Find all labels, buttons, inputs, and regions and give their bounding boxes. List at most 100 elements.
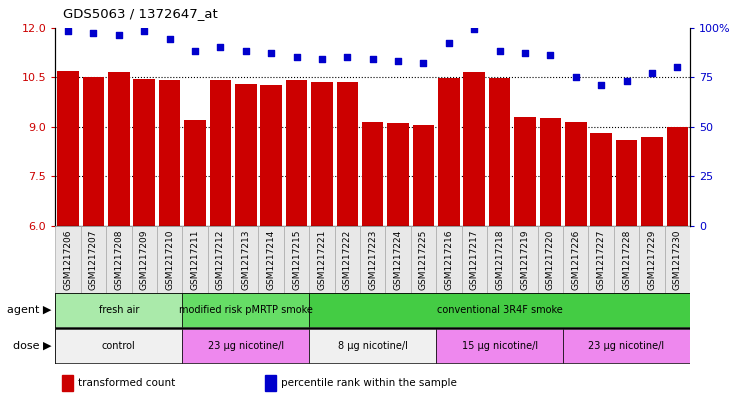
Bar (108, 72, 130, 226)
Text: modified risk pMRTP smoke: modified risk pMRTP smoke (179, 305, 313, 316)
Bar (489, 78, 511, 226)
Bar (261, 85, 282, 226)
Text: GSM1217214: GSM1217214 (266, 229, 275, 290)
Point (545, 52, 556, 59)
Bar (334, 226, 360, 293)
Text: GSM1217209: GSM1217209 (139, 229, 148, 290)
Bar (614, 226, 639, 293)
Text: 23 μg nicotine/l: 23 μg nicotine/l (207, 341, 284, 351)
Text: GSM1217213: GSM1217213 (241, 229, 250, 290)
Bar (588, 226, 614, 293)
Point (342, 54, 354, 61)
Bar (265, 375, 276, 391)
Point (316, 56, 328, 62)
Text: percentile rank within the sample: percentile rank within the sample (280, 378, 457, 388)
Bar (207, 226, 233, 293)
Point (367, 56, 379, 62)
Bar (563, 226, 588, 293)
Bar (565, 122, 587, 226)
Bar (55, 329, 182, 363)
Text: GSM1217226: GSM1217226 (571, 229, 580, 290)
Text: GSM1217224: GSM1217224 (393, 229, 402, 290)
Point (88, 30, 100, 37)
Text: GSM1217211: GSM1217211 (190, 229, 199, 290)
Bar (563, 329, 690, 363)
Point (215, 44, 227, 50)
Point (494, 48, 506, 55)
Bar (182, 226, 207, 293)
Text: agent ▶: agent ▶ (7, 305, 52, 316)
Bar (55, 226, 80, 293)
Bar (487, 226, 512, 293)
Text: transformed count: transformed count (77, 378, 175, 388)
Bar (131, 226, 157, 293)
Point (646, 70, 658, 76)
Bar (210, 81, 231, 226)
Bar (512, 226, 538, 293)
Bar (665, 226, 690, 293)
Text: GSM1217227: GSM1217227 (597, 229, 606, 290)
Point (443, 40, 455, 46)
Bar (387, 123, 409, 226)
Bar (182, 329, 309, 363)
Text: GSM1217217: GSM1217217 (470, 229, 479, 290)
Point (596, 82, 607, 88)
Point (519, 50, 531, 57)
Bar (182, 294, 309, 327)
Bar (360, 226, 385, 293)
Text: 23 μg nicotine/l: 23 μg nicotine/l (588, 341, 665, 351)
Bar (58, 70, 79, 226)
Point (291, 54, 303, 61)
Bar (311, 82, 333, 226)
Bar (461, 226, 487, 293)
Text: 15 μg nicotine/l: 15 μg nicotine/l (461, 341, 538, 351)
Bar (157, 226, 182, 293)
Text: GSM1217228: GSM1217228 (622, 229, 631, 290)
Point (469, 26, 480, 33)
Bar (538, 226, 563, 293)
Text: GSM1217218: GSM1217218 (495, 229, 504, 290)
Bar (309, 294, 690, 327)
Text: GSM1217206: GSM1217206 (63, 229, 72, 290)
Text: GSM1217221: GSM1217221 (317, 229, 326, 290)
Point (113, 32, 125, 39)
Bar (362, 122, 384, 226)
Text: GSM1217208: GSM1217208 (114, 229, 123, 290)
Bar (233, 226, 258, 293)
Bar (83, 77, 104, 226)
Text: GSM1217223: GSM1217223 (368, 229, 377, 290)
Bar (235, 84, 257, 226)
Bar (286, 81, 307, 226)
Text: GSM1217207: GSM1217207 (89, 229, 98, 290)
Point (240, 48, 252, 55)
Bar (134, 79, 155, 226)
Point (621, 78, 632, 84)
Text: dose ▶: dose ▶ (13, 341, 52, 351)
Point (138, 28, 150, 35)
Point (189, 48, 201, 55)
Bar (514, 117, 536, 226)
Text: GDS5063 / 1372647_at: GDS5063 / 1372647_at (63, 7, 218, 20)
Bar (385, 226, 411, 293)
Text: GSM1217222: GSM1217222 (343, 229, 352, 290)
Bar (284, 226, 309, 293)
Point (570, 74, 582, 80)
Text: GSM1217229: GSM1217229 (647, 229, 656, 290)
Bar (258, 226, 284, 293)
Text: GSM1217230: GSM1217230 (673, 229, 682, 290)
Text: GSM1217219: GSM1217219 (520, 229, 529, 290)
Text: GSM1217215: GSM1217215 (292, 229, 301, 290)
Text: GSM1217210: GSM1217210 (165, 229, 174, 290)
Point (62, 28, 74, 35)
Bar (159, 81, 180, 226)
Bar (55, 294, 182, 327)
Bar (615, 140, 638, 226)
Text: control: control (102, 341, 136, 351)
Bar (411, 226, 436, 293)
Bar (309, 226, 334, 293)
Bar (463, 72, 485, 226)
Point (672, 64, 683, 70)
Text: 8 μg nicotine/l: 8 μg nicotine/l (338, 341, 407, 351)
Bar (413, 125, 434, 226)
Bar (309, 329, 436, 363)
